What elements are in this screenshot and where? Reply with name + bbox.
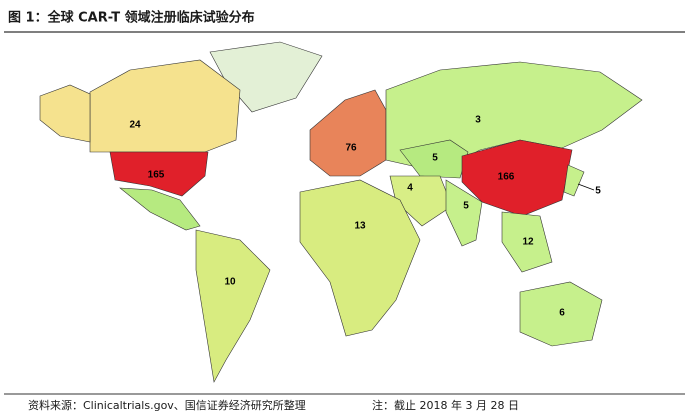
region-value: 6 — [559, 308, 565, 319]
region-value: 3 — [475, 115, 481, 126]
region-value: 5 — [463, 201, 469, 212]
region — [89, 59, 241, 153]
region-value: 166 — [498, 172, 515, 183]
region — [445, 179, 483, 247]
region-value: 4 — [407, 183, 413, 194]
region — [309, 89, 387, 177]
region — [109, 151, 209, 197]
region — [563, 164, 585, 197]
note: 注：截止 2018 年 3 月 28 日 — [372, 398, 519, 412]
region — [39, 84, 91, 143]
region-value: 76 — [345, 143, 357, 154]
central-america — [119, 187, 201, 231]
region-value: 12 — [522, 237, 534, 248]
region-value: 13 — [354, 221, 366, 232]
map — [39, 41, 643, 383]
source: 资料来源：Clinicaltrials.gov、国信证券经济研究所整理 — [28, 398, 306, 412]
leader-line — [577, 183, 595, 191]
region — [501, 211, 553, 273]
region-value: 24 — [129, 120, 141, 131]
title: 图 1：全球 CAR-T 领域注册临床试验分布 — [8, 10, 255, 26]
region — [299, 179, 421, 337]
region-value: 165 — [148, 170, 165, 181]
region-value: 5 — [595, 186, 601, 197]
region-value: 5 — [432, 153, 438, 164]
region — [461, 139, 573, 217]
region — [519, 281, 603, 347]
region — [195, 229, 271, 383]
region-value: 10 — [224, 277, 236, 288]
